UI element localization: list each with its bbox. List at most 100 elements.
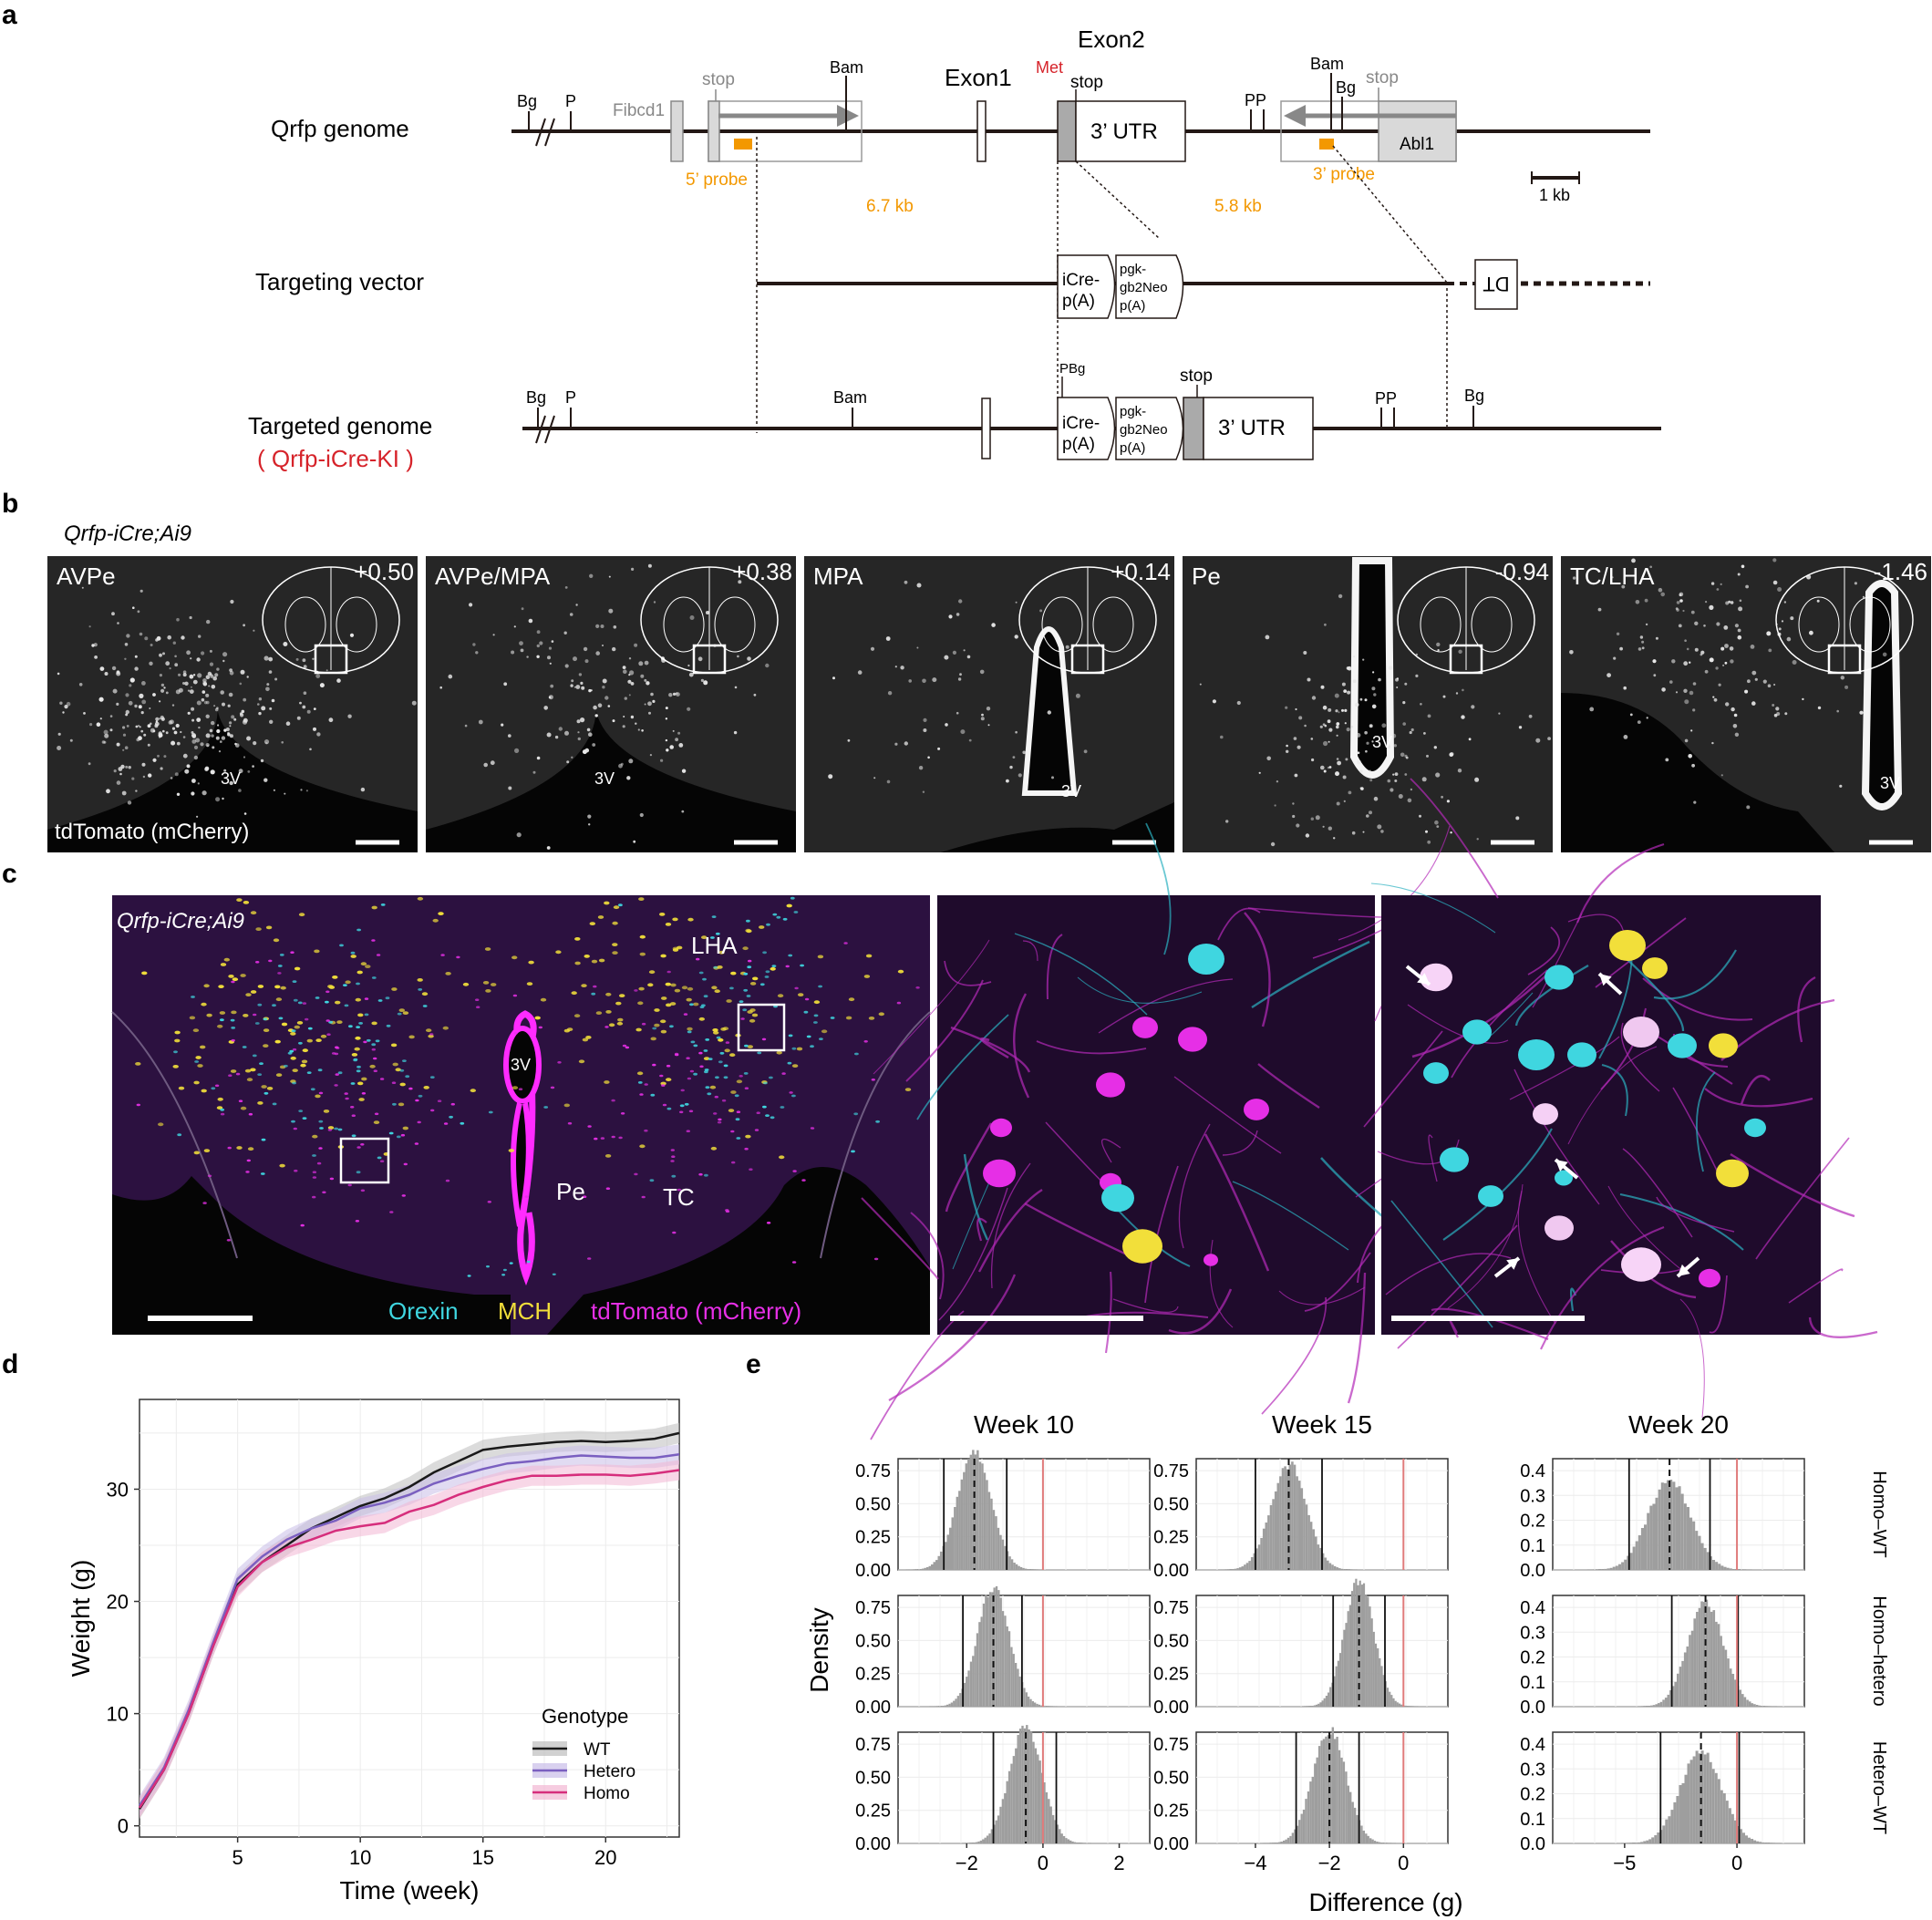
y-tick-label: 0.2 (1520, 1512, 1545, 1532)
histogram-bar (1646, 1840, 1649, 1843)
stained-cell (403, 1162, 408, 1166)
labeled-cell (1344, 722, 1347, 725)
stained-cell (470, 1089, 476, 1093)
labeled-cell (109, 715, 113, 717)
ventricle-label: 3V (511, 1056, 531, 1074)
labeled-cell (644, 703, 646, 706)
stained-cell (399, 1068, 405, 1072)
histogram-bar (1043, 1782, 1046, 1843)
labeled-cell (171, 704, 175, 707)
histogram-bar (1722, 1793, 1726, 1843)
labeled-cell (1365, 749, 1368, 753)
labeled-cell (1597, 607, 1602, 612)
stained-cell (670, 983, 677, 987)
stained-cell (512, 994, 518, 997)
stained-cell (369, 1064, 376, 1068)
stained-cell (726, 999, 732, 1003)
labeled-cell (551, 640, 554, 643)
labeled-cell (1423, 732, 1426, 735)
stained-cell (766, 1222, 771, 1224)
histogram-bar (1726, 1567, 1730, 1570)
stained-cell (334, 1052, 339, 1056)
histogram-bar (982, 1603, 986, 1707)
labeled-cell (669, 745, 674, 749)
stained-cell (721, 1099, 727, 1102)
labeled-cell (1310, 738, 1314, 740)
histogram-bar (1234, 1568, 1237, 1570)
stained-cell (214, 1084, 220, 1088)
facet-histogram: 0.000.250.500.75 (1153, 1458, 1449, 1581)
labeled-cell (870, 646, 875, 651)
neuron-soma (1716, 1159, 1749, 1188)
histogram-bar (1322, 1739, 1326, 1843)
probe-3 (1319, 139, 1334, 150)
labeled-cell (184, 769, 190, 774)
stained-cell (557, 1061, 562, 1064)
labeled-cell (1684, 738, 1689, 743)
labeled-cell (958, 599, 963, 604)
labeled-cell (571, 679, 574, 683)
histogram-bar (1739, 1689, 1741, 1707)
labeled-cell (132, 606, 135, 609)
labeled-cell (1786, 636, 1792, 642)
histogram-bar (1269, 1504, 1273, 1570)
histogram-bar (940, 1551, 943, 1570)
stained-cell (671, 1174, 677, 1178)
histogram-bar (1680, 1493, 1684, 1570)
histogram-bar (1650, 1705, 1653, 1707)
stained-cell (250, 990, 257, 994)
labeled-cell (1334, 693, 1339, 698)
histogram-bar (990, 1829, 994, 1843)
labeled-cell (582, 749, 587, 755)
labeled-cell (575, 685, 581, 689)
labeled-cell (1751, 701, 1756, 706)
labeled-cell (1075, 693, 1080, 698)
histogram-bar (1317, 1544, 1320, 1570)
histogram-bar (1649, 1505, 1653, 1570)
labeled-cell (475, 651, 479, 655)
break-mark (544, 118, 555, 147)
labeled-cell (216, 728, 221, 734)
histogram-bar (1390, 1695, 1393, 1707)
labeled-cell (1356, 733, 1361, 738)
histogram-bar (1386, 1688, 1390, 1707)
x-tick-label: 2 (1113, 1852, 1124, 1874)
histogram-bar (1720, 1565, 1724, 1570)
stained-cell (336, 1047, 340, 1049)
stained-cell (746, 995, 751, 997)
labeled-cell (628, 674, 631, 676)
labeled-cell (246, 676, 249, 678)
labeled-cell (1621, 584, 1626, 589)
neuron-soma (1744, 1118, 1766, 1138)
histogram-bar (940, 1706, 943, 1707)
labeled-cell (347, 714, 352, 718)
labeled-cell (190, 686, 192, 688)
stained-cell (713, 965, 718, 969)
labeled-cell (243, 624, 245, 627)
labeled-cell (211, 720, 215, 726)
labeled-cell (1738, 606, 1743, 612)
stained-cell (325, 1000, 329, 1004)
neuron-soma (1668, 1033, 1697, 1058)
labeled-cell (1737, 635, 1742, 640)
labeled-cell (1258, 771, 1261, 774)
labeled-cell (588, 732, 593, 737)
stained-cell (414, 1142, 419, 1145)
labeled-cell (511, 650, 515, 655)
stained-cell (669, 1025, 674, 1028)
labeled-cell (873, 777, 876, 779)
stained-cell (868, 1017, 875, 1020)
histogram-bar (1059, 1829, 1061, 1843)
histogram-bar (1281, 1468, 1285, 1570)
labeled-cell (205, 743, 210, 748)
stained-cell (649, 1179, 655, 1182)
labeled-cell (215, 736, 220, 740)
histogram-bar (1696, 1612, 1699, 1707)
stained-cell (786, 903, 792, 908)
histogram-bar (1738, 1569, 1741, 1570)
stained-cell (764, 975, 770, 978)
histogram-bar (1257, 1544, 1261, 1570)
labeled-cell (239, 712, 243, 716)
labeled-cell (93, 643, 98, 647)
stained-cell (810, 1127, 815, 1130)
